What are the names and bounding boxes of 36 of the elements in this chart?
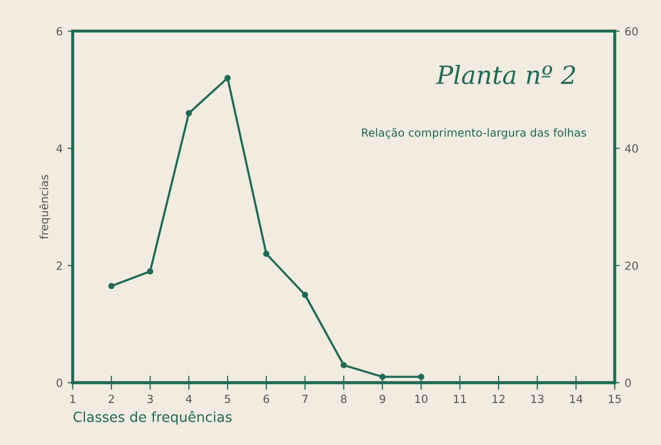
x-tick-label: 14 [570,394,582,403]
x-tick-label: 10 [415,394,428,404]
x-tick-label: 12 [492,394,505,403]
x-tick-label: 2 [108,394,114,403]
x-tick-label: 6 [264,394,270,404]
x-tick-label: 1 [70,394,76,403]
point [418,374,424,380]
y-tick-label: 6 [56,27,62,36]
point [108,282,115,290]
y2-tick-label: 40 [624,144,638,153]
text: Planta nº 2 [436,64,576,84]
point [147,268,154,274]
text: Relação comprimento-largura das folhas [362,128,586,139]
x-tick-label: 9 [380,394,386,404]
y-tick-label: 0 [56,378,62,388]
y-tick-label: 4 [56,144,62,153]
point [186,110,192,116]
x-tick-label: 5 [224,394,230,404]
x-tick-label: 11 [454,394,466,403]
x-tick-label: 3 [147,394,153,404]
point [224,74,231,82]
point [379,374,386,380]
x-axis-title: Classes de frequências [73,410,232,425]
x-tick-label: 13 [531,394,544,404]
x-tick-label: 4 [186,394,192,403]
y2-tick-label: 0 [625,378,631,388]
y2-tick-label: 60 [625,27,638,36]
x-tick-label: 15 [608,394,621,404]
y-tick-label: 2 [56,261,62,270]
point [340,362,347,368]
x-tick-label: 7 [302,394,308,403]
x-tick-label: 8 [340,394,346,404]
y2-tick-label: 20 [625,261,638,270]
point [263,250,270,257]
y-axis-title: frequências [39,175,50,240]
point [302,292,308,298]
